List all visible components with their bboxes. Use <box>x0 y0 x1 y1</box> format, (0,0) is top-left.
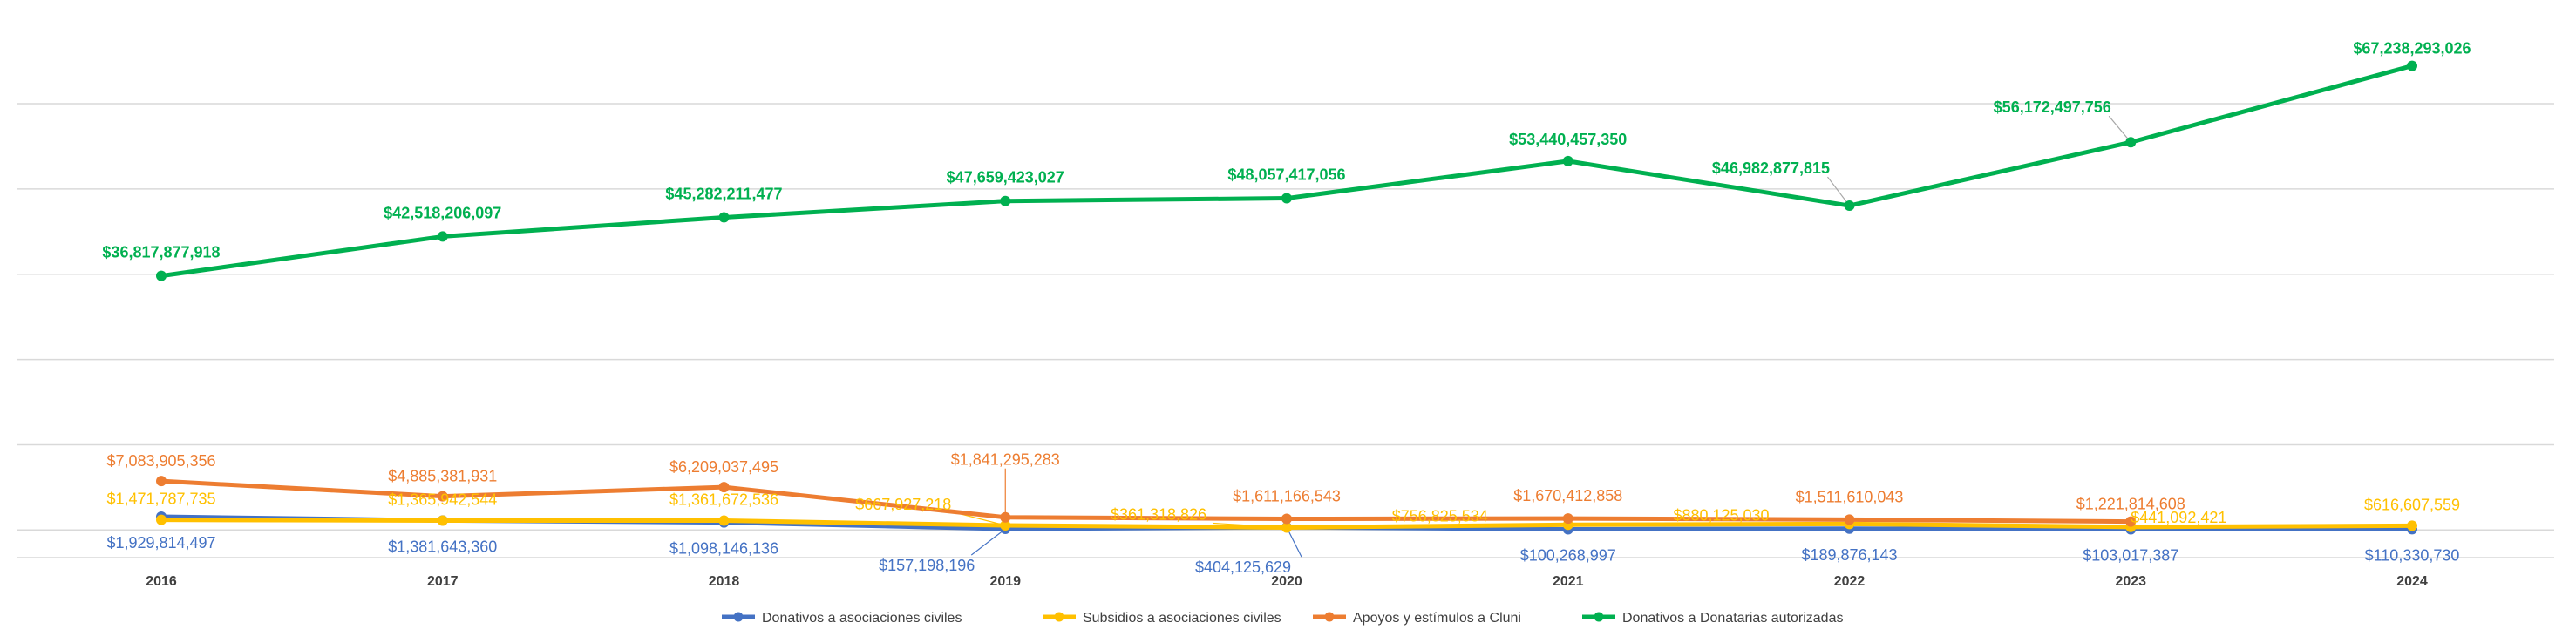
data-label-donativos-a-donatarias-autorizadas: $46,982,877,815 <box>1712 159 1830 177</box>
data-point-apoyos-y-estimulos-a-cluni <box>437 491 448 502</box>
data-label-apoyos-y-estimulos-a-cluni: $1,611,166,543 <box>1233 488 1341 505</box>
data-label-donativos-a-asociaciones-civiles: $1,929,814,497 <box>106 534 215 552</box>
data-label-subsidios-a-asociaciones-civiles: $616,607,559 <box>2364 496 2460 513</box>
x-tick-label: 2018 <box>709 574 740 589</box>
data-point-donativos-a-donatarias-autorizadas <box>718 212 730 223</box>
data-point-donativos-a-donatarias-autorizadas <box>156 270 167 281</box>
legend-marker-donativos-a-donatarias-autorizadas <box>1594 612 1604 622</box>
data-point-donativos-a-donatarias-autorizadas <box>1281 193 1292 204</box>
legend-label-donativos-a-donatarias-autorizadas: Donativos a Donatarias autorizadas <box>1622 611 1843 626</box>
series-lines <box>156 60 2417 535</box>
data-label-apoyos-y-estimulos-a-cluni: $1,670,412,858 <box>1513 487 1622 504</box>
data-label-donativos-a-donatarias-autorizadas: $48,057,417,056 <box>1227 166 1345 184</box>
data-point-apoyos-y-estimulos-a-cluni <box>718 482 730 493</box>
data-point-subsidios-a-asociaciones-civiles <box>437 515 448 526</box>
data-point-donativos-a-donatarias-autorizadas <box>1562 155 1573 166</box>
data-label-subsidios-a-asociaciones-civiles: $756,825,534 <box>1392 507 1488 525</box>
data-label-donativos-a-asociaciones-civiles: $1,381,643,360 <box>388 538 497 555</box>
x-tick-label: 2022 <box>1834 574 1866 589</box>
data-point-apoyos-y-estimulos-a-cluni <box>1281 513 1292 525</box>
data-point-subsidios-a-asociaciones-civiles <box>1281 522 1292 533</box>
data-label-apoyos-y-estimulos-a-cluni: $4,885,381,931 <box>388 468 497 485</box>
data-label-donativos-a-asociaciones-civiles: $110,330,730 <box>2365 546 2460 564</box>
data-point-subsidios-a-asociaciones-civiles <box>2407 520 2417 531</box>
x-tick-label: 2021 <box>1553 574 1584 589</box>
data-label-subsidios-a-asociaciones-civiles: $361,318,826 <box>1111 505 1206 523</box>
data-label-donativos-a-asociaciones-civiles: $103,017,387 <box>2083 546 2178 564</box>
x-axis: 2016 2017 2018 2019 2020 2021 2022 2023 2024 <box>146 574 2428 589</box>
x-tick-label: 2019 <box>989 574 1021 589</box>
x-tick-label: 2017 <box>427 574 459 589</box>
label-leader-line <box>1286 526 1302 558</box>
data-label-apoyos-y-estimulos-a-cluni: $6,209,037,495 <box>669 458 778 476</box>
data-point-donativos-a-donatarias-autorizadas <box>2407 60 2417 71</box>
data-label-donativos-a-asociaciones-civiles: $404,125,629 <box>1195 558 1291 576</box>
data-point-apoyos-y-estimulos-a-cluni <box>1562 513 1573 525</box>
data-label-donativos-a-asociaciones-civiles: $157,198,196 <box>879 557 975 574</box>
legend-marker-donativos-a-asociaciones-civiles <box>733 612 744 622</box>
legend-label-subsidios-a-asociaciones-civiles: Subsidios a asociaciones civiles <box>1083 611 1281 626</box>
data-label-subsidios-a-asociaciones-civiles: $667,927,218 <box>855 496 951 513</box>
data-point-subsidios-a-asociaciones-civiles <box>156 514 167 525</box>
data-point-subsidios-a-asociaciones-civiles <box>1000 520 1011 531</box>
data-point-donativos-a-donatarias-autorizadas <box>2125 137 2137 148</box>
legend-marker-subsidios-a-asociaciones-civiles <box>1054 612 1064 622</box>
label-leader-line <box>1827 176 1850 206</box>
data-point-subsidios-a-asociaciones-civiles <box>718 515 730 526</box>
data-point-donativos-a-donatarias-autorizadas <box>437 231 448 242</box>
data-point-apoyos-y-estimulos-a-cluni <box>2125 516 2137 527</box>
data-label-donativos-a-asociaciones-civiles: $1,098,146,136 <box>669 540 778 558</box>
data-label-donativos-a-donatarias-autorizadas: $56,172,497,756 <box>1994 98 2111 116</box>
series-line-apoyos-y-estimulos-a-cluni <box>159 478 2133 525</box>
label-leader-line <box>970 528 1006 556</box>
data-label-donativos-a-donatarias-autorizadas: $67,238,293,026 <box>2353 40 2471 58</box>
x-tick-label: 2020 <box>1271 574 1302 589</box>
data-label-donativos-a-donatarias-autorizadas: $47,659,423,027 <box>947 169 1064 186</box>
data-labels: $1,929,814,497 $1,381,643,360 $1,098,146,1… <box>102 40 2471 577</box>
data-label-subsidios-a-asociaciones-civiles: $880,125,030 <box>1673 506 1769 524</box>
data-point-donativos-a-donatarias-autorizadas <box>1844 200 1855 212</box>
data-label-subsidios-a-asociaciones-civiles: $1,365,942,544 <box>388 491 497 508</box>
data-label-subsidios-a-asociaciones-civiles: $1,361,672,536 <box>669 491 778 509</box>
legend-label-donativos-a-asociaciones-civiles: Donativos a asociaciones civiles <box>762 611 962 626</box>
legend-label-apoyos-y-estimulos-a-cluni: Apoyos y estímulos a Cluni <box>1353 611 1521 626</box>
data-label-donativos-a-donatarias-autorizadas: $45,282,211,477 <box>665 186 782 203</box>
data-label-apoyos-y-estimulos-a-cluni: $1,841,295,283 <box>951 451 1060 469</box>
data-label-apoyos-y-estimulos-a-cluni: $1,221,814,608 <box>2076 496 2185 513</box>
data-point-apoyos-y-estimulos-a-cluni <box>1844 514 1855 525</box>
data-label-donativos-a-asociaciones-civiles: $189,876,143 <box>1801 546 1897 564</box>
data-label-donativos-a-donatarias-autorizadas: $53,440,457,350 <box>1509 131 1627 148</box>
legend: Donativos a asociaciones civiles Subsidio… <box>722 611 1843 626</box>
data-point-apoyos-y-estimulos-a-cluni <box>156 476 167 487</box>
label-leader-line <box>2108 115 2131 143</box>
data-label-subsidios-a-asociaciones-civiles: $441,092,421 <box>2131 509 2226 526</box>
x-tick-label: 2024 <box>2396 574 2428 589</box>
data-label-donativos-a-donatarias-autorizadas: $36,817,877,918 <box>102 244 220 261</box>
x-tick-label: 2023 <box>2115 574 2146 589</box>
data-label-subsidios-a-asociaciones-civiles: $1,471,787,735 <box>106 491 215 508</box>
x-tick-label: 2016 <box>146 574 177 589</box>
data-label-donativos-a-donatarias-autorizadas: $42,518,206,097 <box>384 204 501 221</box>
data-label-donativos-a-asociaciones-civiles: $100,268,997 <box>1520 547 1616 565</box>
data-point-apoyos-y-estimulos-a-cluni <box>1000 511 1011 523</box>
data-label-apoyos-y-estimulos-a-cluni: $7,083,905,356 <box>106 452 215 470</box>
data-point-donativos-a-donatarias-autorizadas <box>1000 195 1011 206</box>
data-label-apoyos-y-estimulos-a-cluni: $1,511,610,043 <box>1796 488 1904 505</box>
legend-marker-apoyos-y-estimulos-a-cluni <box>1324 612 1335 622</box>
